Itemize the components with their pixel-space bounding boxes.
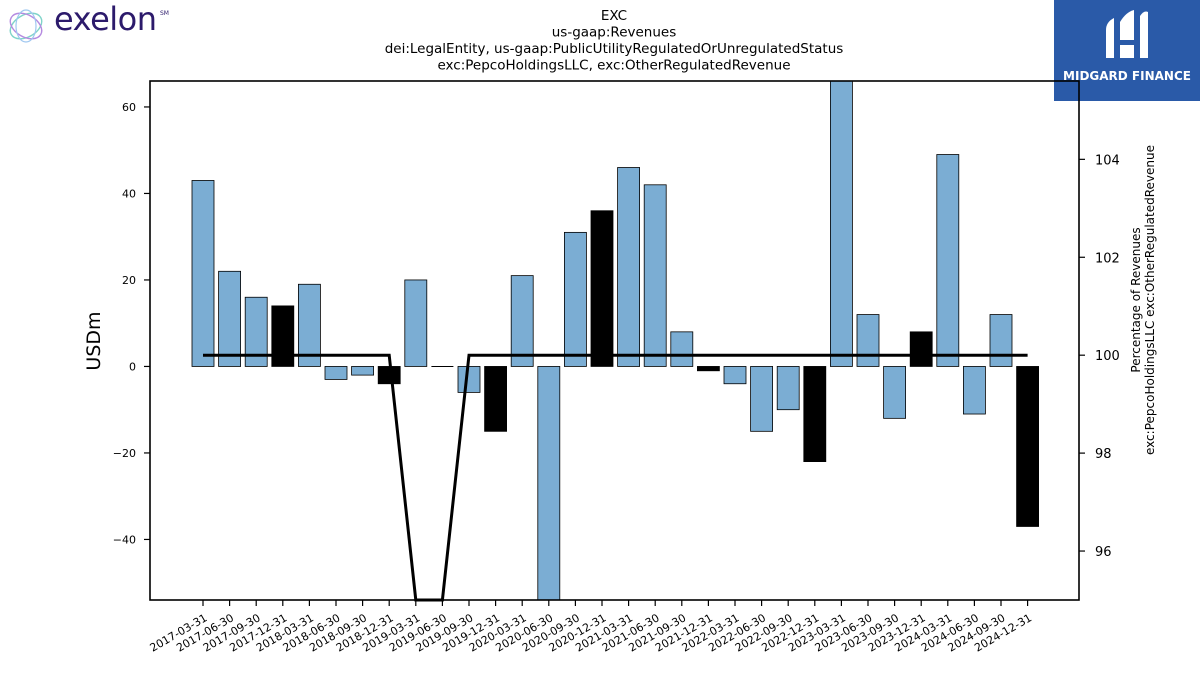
bar-2020-12-31: [590, 210, 614, 367]
y-tick-label: 20: [122, 274, 136, 287]
bar-2021-06-30: [643, 184, 667, 367]
bar-2017-06-30: [218, 270, 242, 367]
plot-frame: [149, 80, 1080, 601]
y-tick-label: 0: [129, 360, 136, 373]
midgard-emblem-icon: [1106, 10, 1148, 58]
y2-tick-label: 98: [1095, 447, 1112, 462]
y2-tick-label: 104: [1095, 153, 1120, 168]
percentage-series-line: [203, 353, 1028, 602]
title-line-2: dei:LegalEntity, us-gaap:PublicUtilityRe…: [385, 41, 844, 57]
bar-2019-09-30: [457, 366, 481, 393]
bar-2024-09-30: [989, 314, 1013, 367]
y-axis-label: USDm: [83, 311, 105, 370]
y2-tick-label: 100: [1095, 349, 1120, 364]
title-line-1: us-gaap:Revenues: [552, 25, 677, 41]
bar-2022-06-30: [750, 366, 773, 432]
exelon-swirl-icon: [9, 9, 43, 43]
x-axis: 2017-03-312017-06-302017-09-302017-12-31…: [148, 600, 1034, 655]
bar-2019-12-31: [484, 366, 508, 432]
bar-2023-03-31: [830, 80, 853, 367]
bar-2022-03-31: [723, 366, 747, 385]
exelon-wordmark: exelon: [54, 0, 157, 38]
bar-2021-09-30: [670, 331, 694, 367]
y2-label-line-1: exc:PepcoHoldingsLLC exc:OtherRegulatedR…: [1143, 145, 1157, 455]
y2-tick-label: 96: [1095, 545, 1112, 560]
bar-2017-09-30: [244, 296, 268, 367]
bar-2024-03-31: [936, 154, 960, 367]
y-tick-label: −20: [113, 447, 136, 460]
y2-axis-label: Percentage of Revenues exc:PepcoHoldingsL…: [1129, 145, 1157, 455]
bar-2023-06-30: [856, 314, 880, 367]
title-line-3: exc:PepcoHoldingsLLC, exc:OtherRegulated…: [437, 58, 790, 74]
y-tick-label: −40: [113, 533, 136, 546]
bars-group: [191, 80, 1039, 601]
bar-2018-03-31: [297, 283, 321, 367]
exelon-logo: exelon SM: [4, 0, 184, 48]
y-tick-label: 40: [122, 187, 136, 200]
bar-2021-03-31: [617, 167, 640, 367]
y2-tick-label: 102: [1095, 251, 1120, 266]
y-axis-left: 60 40 20 0 −20 −40: [113, 101, 150, 546]
service-mark: SM: [160, 10, 169, 17]
bar-2021-12-31: [697, 366, 720, 372]
bar-2023-09-30: [883, 366, 906, 419]
y-tick-label: 60: [122, 101, 136, 114]
bar-2018-09-30: [351, 366, 375, 376]
bar-2020-09-30: [564, 231, 587, 367]
bar-2018-06-30: [324, 366, 348, 380]
bar-2024-06-30: [963, 366, 986, 415]
bar-2019-03-31: [404, 279, 428, 367]
bar-2023-12-31: [909, 331, 933, 367]
percentage-line-group: [203, 353, 1028, 602]
title-line-0: EXC: [601, 8, 627, 24]
bar-2020-03-31: [510, 275, 534, 367]
midgard-brand-text: MIDGARD FINANCE: [1063, 69, 1191, 83]
bar-2022-12-31: [803, 366, 827, 463]
bar-2017-03-31: [191, 180, 215, 367]
midgard-finance-logo: MIDGARD FINANCE: [1054, 0, 1200, 101]
y2-label-line-0: Percentage of Revenues: [1129, 227, 1143, 372]
bar-2020-06-30: [537, 366, 561, 601]
y-axis-right: 104 102 100 98 96: [1079, 153, 1120, 560]
bar-2017-12-31: [271, 305, 295, 367]
bar-2022-09-30: [776, 366, 800, 411]
bar-2024-12-31: [1016, 366, 1039, 527]
